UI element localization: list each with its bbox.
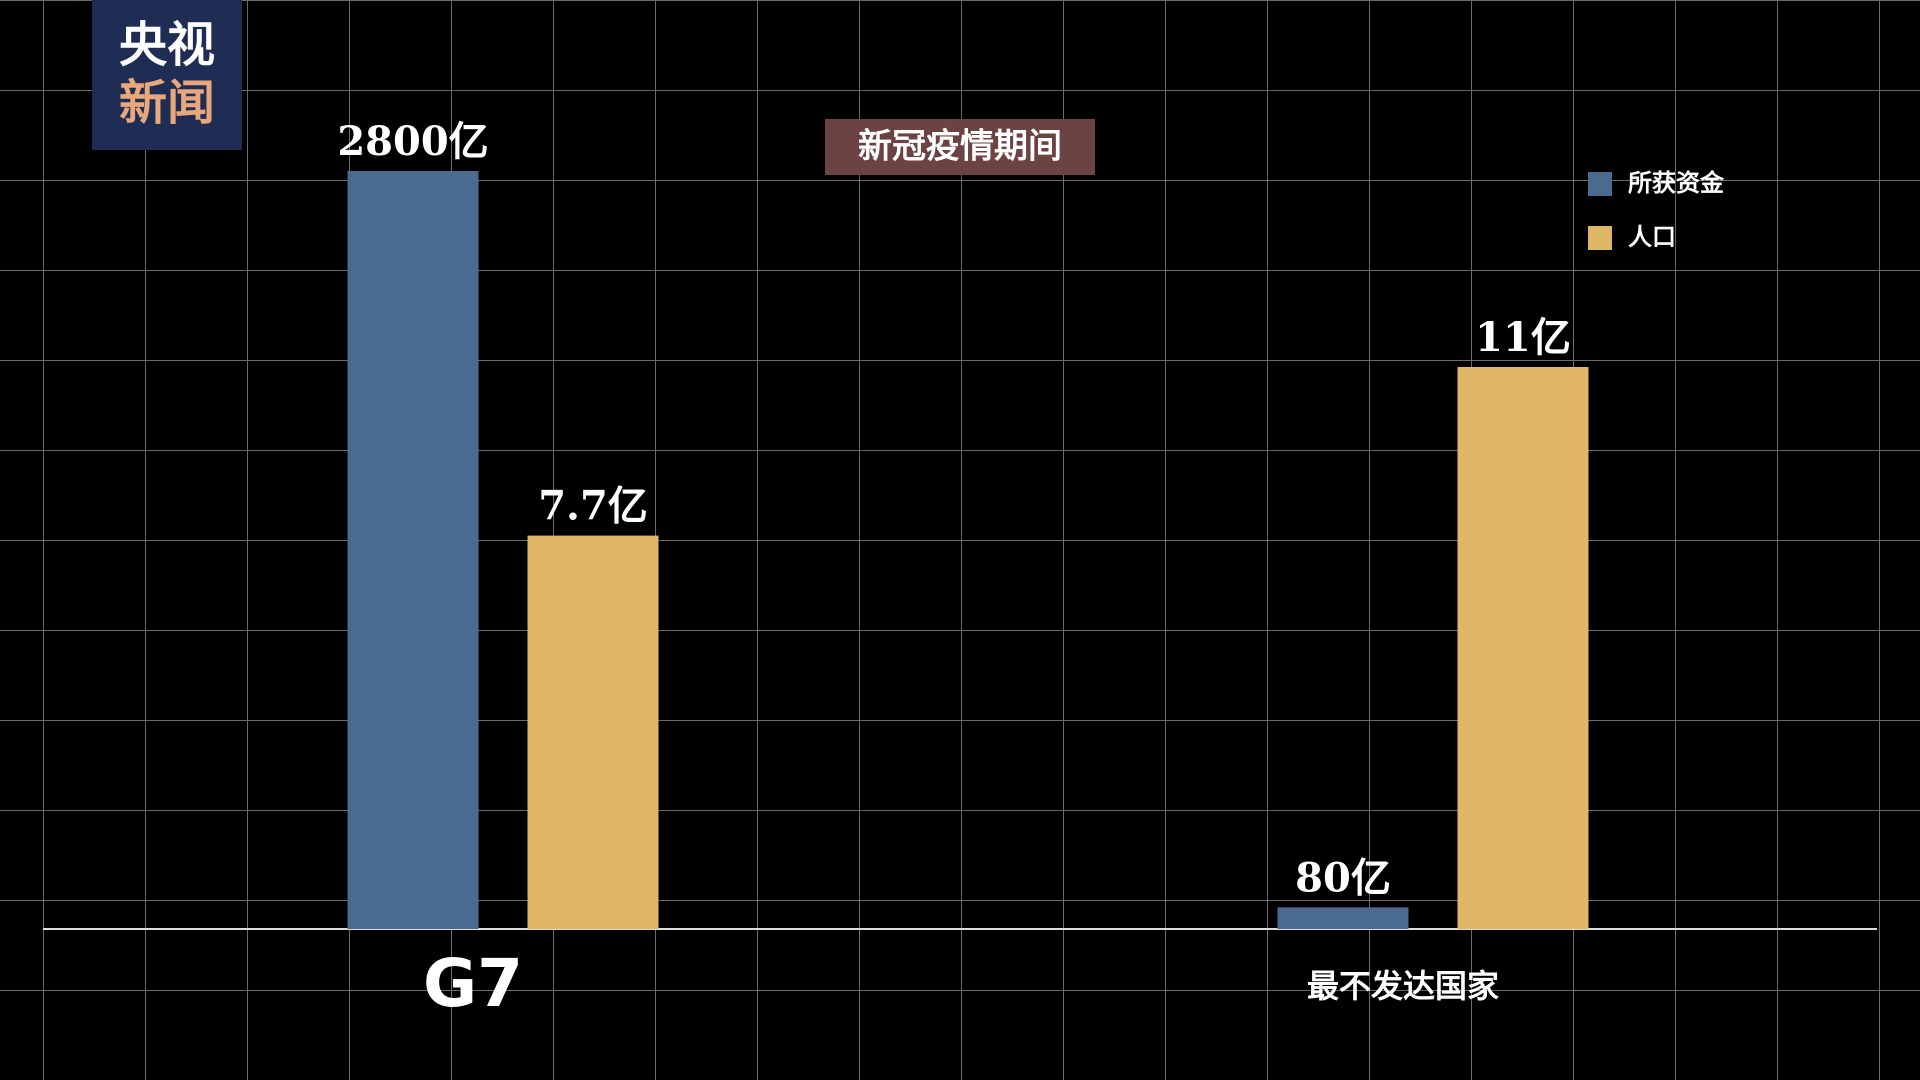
bar — [347, 171, 479, 929]
x-tick-label: 最不发达国家 — [1307, 967, 1499, 1005]
legend-swatch — [1588, 226, 1612, 250]
value-label: 11亿 — [1475, 314, 1571, 361]
legend-label: 所获资金 — [1628, 169, 1725, 197]
x-tick-label: G7 — [423, 945, 523, 1022]
logo-box — [92, 0, 242, 150]
logo-text: 新闻 — [119, 75, 215, 131]
chart-title: 新冠疫情期间 — [858, 127, 1062, 167]
value-label: 2800亿 — [337, 118, 488, 165]
bar — [527, 535, 659, 929]
bar — [1457, 367, 1589, 929]
logo-text: 央视 — [119, 17, 215, 73]
title-box — [825, 119, 1095, 175]
value-label: 80亿 — [1295, 854, 1391, 901]
value-label: 7.7亿 — [538, 483, 648, 530]
bar — [1277, 907, 1409, 929]
legend-swatch — [1588, 172, 1612, 196]
legend-label: 人口 — [1628, 223, 1676, 251]
